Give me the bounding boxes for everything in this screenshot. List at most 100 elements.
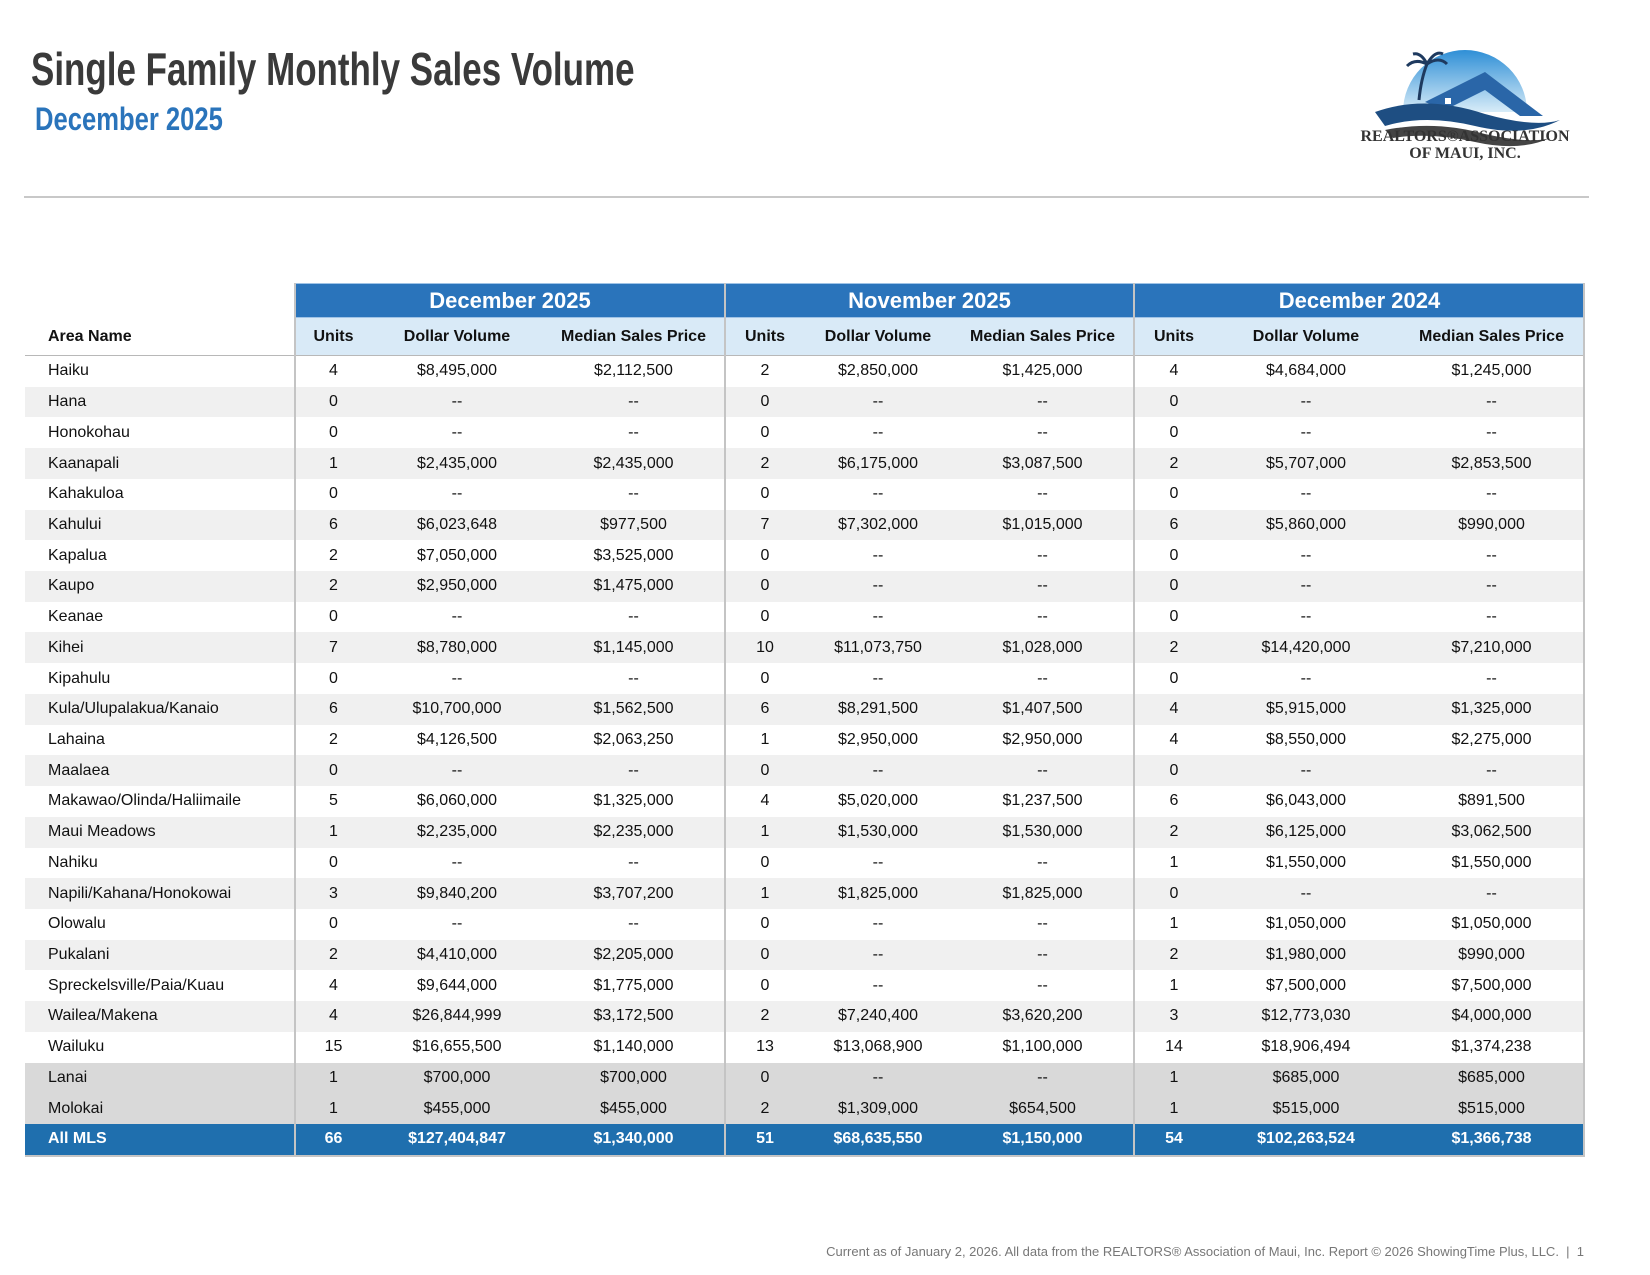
area-name: Kihei xyxy=(48,638,84,656)
table-cell: $7,210,000 xyxy=(1451,638,1532,656)
table-cell: 6 xyxy=(329,515,338,533)
table-cell: -- xyxy=(1037,853,1048,871)
table-cell: -- xyxy=(872,761,884,779)
table-cell: $7,302,000 xyxy=(837,515,919,533)
area-name: Spreckelsville/Paia/Kuau xyxy=(48,976,225,994)
table-cell: 6 xyxy=(1169,792,1179,810)
table-cell: 1 xyxy=(329,454,338,472)
area-name: Honokohau xyxy=(48,423,130,441)
table-cell: 0 xyxy=(760,546,770,564)
table-cell: 0 xyxy=(1169,393,1179,411)
table-cell: $5,860,000 xyxy=(1265,515,1347,533)
table-cell: 0 xyxy=(329,485,338,503)
table-cell: $2,112,500 xyxy=(594,362,673,380)
table-cell: 1 xyxy=(1169,1068,1179,1086)
logo-text: REALTORS®ASSOCIATION xyxy=(1360,128,1570,145)
table-cell: 0 xyxy=(1169,608,1179,626)
table-cell: 0 xyxy=(329,761,338,779)
logo-wave xyxy=(1375,103,1560,131)
column-header: Median Sales Price xyxy=(1398,318,1585,356)
table-cell: $11,073,750 xyxy=(834,638,922,656)
table-cell: -- xyxy=(1486,761,1497,779)
table-cell: -- xyxy=(1486,608,1497,626)
table-cell: -- xyxy=(628,761,639,779)
table-cell: $13,068,900 xyxy=(833,1038,923,1056)
table-cell: 51 xyxy=(756,1130,774,1148)
table-cell: -- xyxy=(1300,669,1312,687)
area-name: Kahakuloa xyxy=(48,485,124,503)
table-cell: $3,087,500 xyxy=(1002,454,1083,472)
table-cell: 0 xyxy=(1169,546,1179,564)
footer-separator: | xyxy=(1558,1244,1577,1259)
table-cell: $2,950,000 xyxy=(416,577,498,595)
table-cell: $7,050,000 xyxy=(416,546,498,564)
table-cell: $3,707,200 xyxy=(593,884,674,902)
table-cell: 2 xyxy=(1169,638,1179,656)
table-cell: $1,825,000 xyxy=(837,884,919,902)
table-cell: $1,050,000 xyxy=(1451,915,1532,933)
table-row xyxy=(25,816,1585,848)
table-cell: 0 xyxy=(760,669,770,687)
table-cell: 6 xyxy=(329,700,338,718)
column-separator xyxy=(1133,283,1135,1155)
table-cell: 2 xyxy=(329,730,338,748)
footer: Current as of January 2, 2026. All data … xyxy=(826,1244,1584,1259)
table-cell: $2,853,500 xyxy=(1451,454,1532,472)
table-cell: -- xyxy=(1037,423,1048,441)
area-name: Kahului xyxy=(48,515,102,533)
table-cell: $1,374,238 xyxy=(1451,1038,1532,1056)
table-cell: -- xyxy=(1300,608,1312,626)
area-name: Kaupo xyxy=(48,577,95,595)
table-cell: 0 xyxy=(760,577,770,595)
table-cell: -- xyxy=(872,485,884,503)
table-cell: $1,309,000 xyxy=(837,1099,919,1117)
table-cell: $3,172,500 xyxy=(593,1007,674,1025)
table-cell: 0 xyxy=(760,761,770,779)
table-cell: 0 xyxy=(760,423,770,441)
table-cell: $990,000 xyxy=(1458,515,1525,533)
table-cell: -- xyxy=(1037,577,1048,595)
table-row xyxy=(25,878,1585,909)
table-cell: -- xyxy=(872,1068,884,1086)
table-row xyxy=(25,693,1585,725)
table-cell: -- xyxy=(628,608,639,626)
logo-text: OF MAUI, INC. xyxy=(1409,145,1520,162)
table-cell: 0 xyxy=(760,485,770,503)
column-header: Median Sales Price xyxy=(951,318,1134,356)
column-header: Dollar Volume xyxy=(372,318,542,356)
area-name: Wailea/Makena xyxy=(48,1007,158,1025)
table-cell: $1,980,000 xyxy=(1265,946,1347,964)
table-cell: $700,000 xyxy=(600,1068,667,1086)
table-cell: $1,530,000 xyxy=(1002,823,1083,841)
table-row xyxy=(25,1001,1585,1032)
table-cell: $102,263,524 xyxy=(1257,1130,1355,1148)
table-cell: $3,062,500 xyxy=(1451,823,1532,841)
table-row xyxy=(25,417,1585,449)
table-cell: -- xyxy=(1037,1068,1048,1086)
table-cell: 66 xyxy=(324,1130,343,1148)
table-cell: -- xyxy=(628,669,639,687)
table-cell: $990,000 xyxy=(1458,946,1525,964)
table-cell: $1,366,738 xyxy=(1451,1130,1532,1148)
table-cell: -- xyxy=(628,485,639,503)
table-cell: $7,500,000 xyxy=(1451,976,1532,994)
table-cell: 4 xyxy=(329,1007,338,1025)
table-cell: $685,000 xyxy=(1458,1068,1525,1086)
table-cell: 1 xyxy=(760,730,770,748)
table-cell: 2 xyxy=(760,362,770,380)
table-cell: -- xyxy=(1300,577,1312,595)
table-cell: $1,150,000 xyxy=(1002,1130,1083,1148)
table-cell: -- xyxy=(872,393,884,411)
table-row xyxy=(25,939,1585,971)
table-cell: 2 xyxy=(760,1099,770,1117)
table-cell: 7 xyxy=(760,515,770,533)
table-cell: -- xyxy=(1486,577,1497,595)
table-cell: 3 xyxy=(1169,1007,1179,1025)
logo-palm-leaves xyxy=(1405,51,1449,68)
column-header: Units xyxy=(1134,318,1214,356)
table-cell: -- xyxy=(1300,485,1312,503)
table-cell: 6 xyxy=(760,700,770,718)
table-cell: -- xyxy=(872,946,884,964)
table-cell: $1,245,000 xyxy=(1451,362,1532,380)
